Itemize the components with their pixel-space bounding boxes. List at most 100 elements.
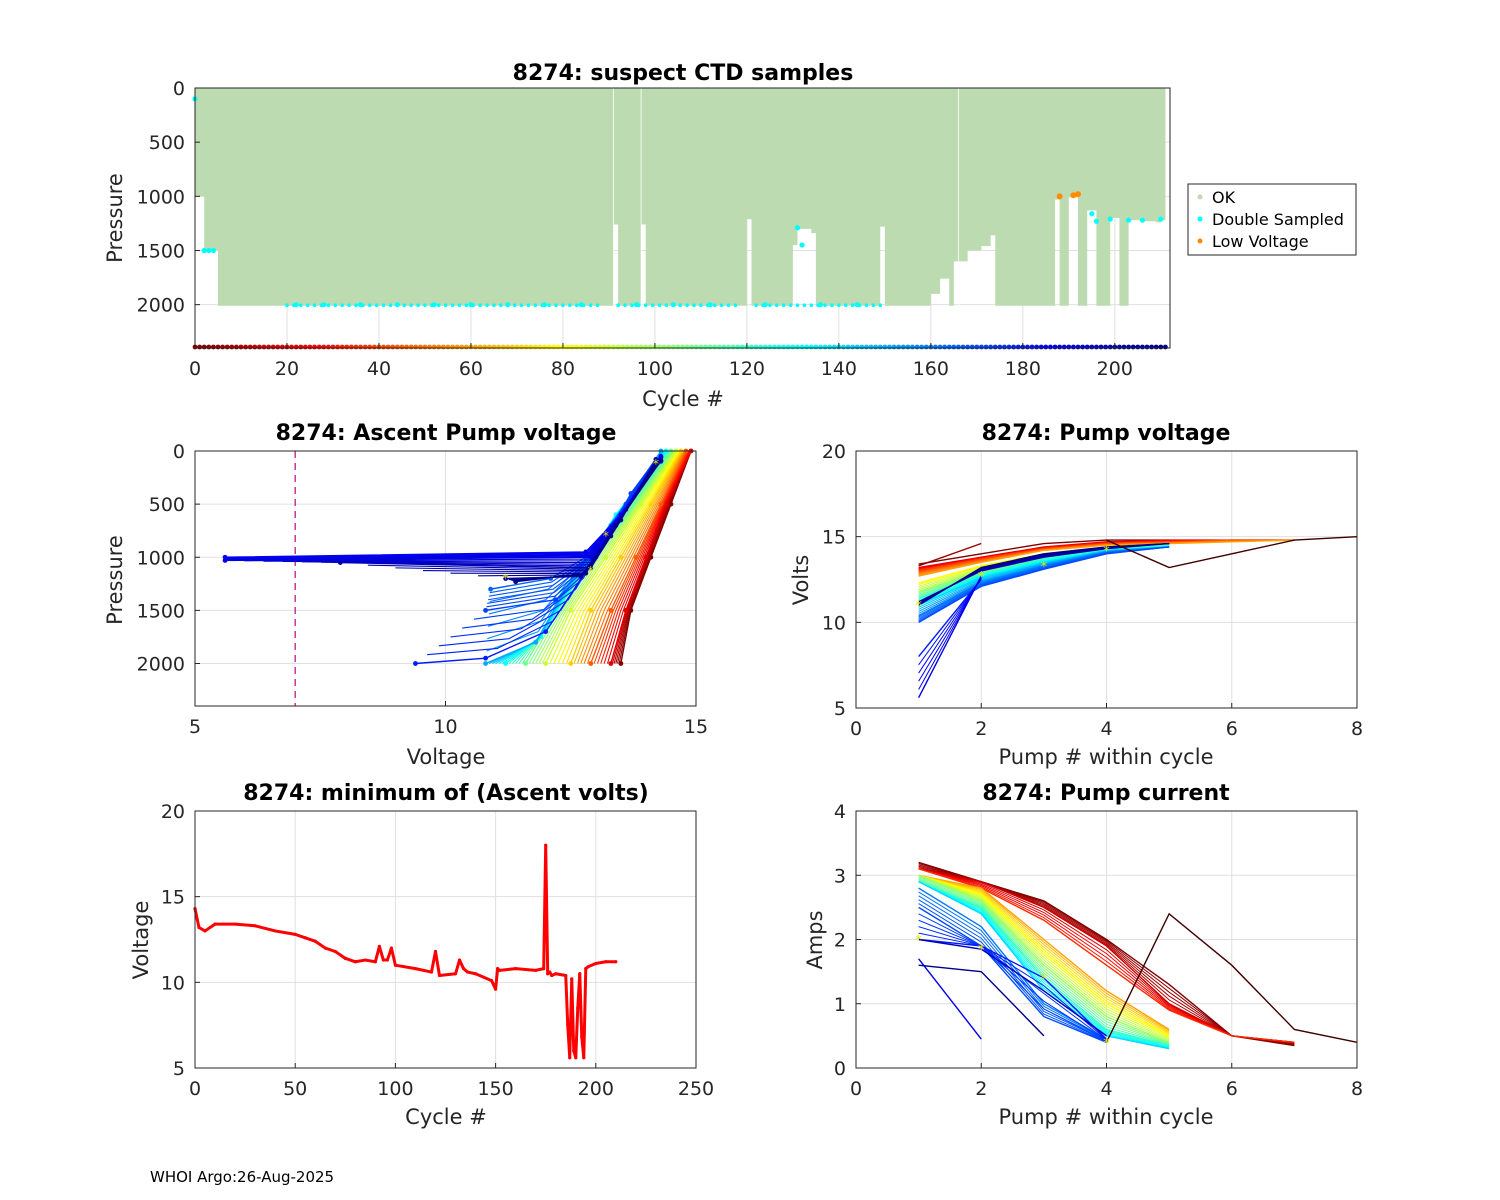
ctd-cycle-marker bbox=[1061, 344, 1067, 350]
ctd-double-sampled-point bbox=[533, 303, 538, 308]
ctd-double-sampled-point bbox=[423, 303, 427, 308]
ctd-cycle-marker bbox=[266, 344, 271, 350]
ctd-cycle-marker bbox=[749, 344, 754, 350]
ctd-axes-box bbox=[194, 87, 1171, 349]
ctd-cycle-marker bbox=[758, 344, 764, 350]
ctd-cycle-marker bbox=[293, 344, 299, 350]
ctd-double-sampled-point bbox=[843, 303, 848, 308]
ctd-cycle-marker bbox=[1094, 344, 1099, 350]
ctd-cycle-marker bbox=[983, 344, 989, 350]
pumpv-y-tick-label: 20 bbox=[822, 441, 846, 463]
ctd-double-sampled-point bbox=[643, 303, 648, 308]
ascent-sample-point bbox=[488, 586, 493, 592]
ctd-cycle-marker bbox=[965, 344, 971, 350]
minv-data-point bbox=[213, 922, 217, 926]
ctd-legend: OK Double Sampled Low Voltage bbox=[1187, 183, 1357, 256]
panel-min-voltage: 0 50 100 150 200 250 5 10 15 20 8274: minimum of … bbox=[129, 781, 714, 1129]
minv-data-point bbox=[233, 922, 237, 926]
ctd-x-tick-label: 40 bbox=[367, 358, 391, 380]
minv-data-point bbox=[574, 1056, 578, 1060]
ascent-x-label: Voltage bbox=[407, 745, 486, 769]
ctd-cycle-marker bbox=[703, 344, 708, 350]
ctd-double-sampled-point bbox=[457, 303, 462, 308]
ctd-cycle-marker bbox=[1066, 344, 1072, 350]
ctd-double-sampled-point bbox=[436, 303, 441, 308]
minv-data-point bbox=[393, 963, 397, 967]
ctd-cycle-marker bbox=[813, 344, 819, 350]
ctd-double-sampled-point bbox=[430, 303, 434, 308]
ctd-double-sampled-point bbox=[361, 303, 365, 308]
ascent-sample-point bbox=[583, 570, 589, 576]
ctd-cycle-marker bbox=[316, 344, 322, 350]
ctd-double-sampled-point bbox=[354, 303, 358, 308]
ctd-double-sampled-point bbox=[319, 303, 324, 308]
ctd-cycle-marker bbox=[371, 344, 377, 350]
ctd-cycle-marker bbox=[583, 344, 589, 350]
ctd-cycle-marker bbox=[197, 344, 202, 350]
ctd-cycle-marker bbox=[1029, 344, 1035, 350]
ascent-y-label: Pressure bbox=[103, 535, 127, 625]
ctd-double-sampled-point bbox=[768, 303, 772, 308]
ctd-cycle-marker bbox=[988, 344, 994, 350]
ctd-cycle-marker bbox=[362, 344, 368, 350]
minv-data-point bbox=[572, 1049, 576, 1053]
minv-data-point bbox=[570, 977, 574, 981]
ctd-cycle-marker bbox=[206, 344, 212, 350]
ctd-double-sampled-point bbox=[830, 303, 834, 308]
ctd-cycle-marker bbox=[486, 344, 492, 350]
ctd-cycle-marker bbox=[845, 344, 851, 350]
pumpv-series-line bbox=[918, 539, 1170, 565]
minv-data-point bbox=[465, 970, 470, 974]
ctd-x-tick-label: 160 bbox=[913, 358, 949, 380]
pumpv-title: 8274: Pump voltage bbox=[982, 421, 1231, 446]
ctd-double-sampled-point bbox=[292, 303, 296, 308]
ctd-double-sampled-point bbox=[285, 303, 289, 308]
ctd-cycle-marker bbox=[808, 344, 814, 350]
pumpv-star-marker: * bbox=[978, 570, 985, 585]
ctd-double-sampled-point bbox=[568, 303, 572, 308]
ctd-cycle-marker bbox=[854, 344, 860, 350]
ctd-cycle-marker bbox=[818, 344, 823, 350]
ctd-double-sampled-point bbox=[388, 303, 393, 308]
ctd-cycle-marker bbox=[859, 344, 865, 350]
ctd-cycle-marker bbox=[937, 344, 943, 350]
legend-ok-marker bbox=[1197, 194, 1203, 200]
ascent-sample-point bbox=[543, 661, 549, 666]
ctd-double-sampled-point bbox=[795, 303, 800, 308]
ctd-double-sampled-point bbox=[837, 303, 841, 308]
ctd-cycle-marker bbox=[1006, 344, 1012, 350]
ascent-profile-line bbox=[561, 450, 680, 664]
ascent-sample-point bbox=[658, 458, 664, 463]
minv-y-label: Voltage bbox=[129, 901, 153, 980]
minv-data-point bbox=[544, 843, 548, 847]
ctd-cycle-marker bbox=[445, 344, 451, 350]
ctd-cycle-marker bbox=[1163, 344, 1168, 350]
pumpv-series-line bbox=[1106, 535, 1358, 569]
ctd-cycle-marker bbox=[781, 344, 787, 350]
ascent-sample-point bbox=[588, 661, 594, 666]
ctd-low-voltage-point bbox=[1075, 191, 1082, 198]
pumpc-series-line bbox=[918, 876, 1170, 1044]
ctd-cycle-marker bbox=[960, 344, 966, 350]
ctd-cycle-marker bbox=[1126, 344, 1132, 350]
ctd-cycle-marker bbox=[408, 344, 414, 350]
pumpc-x-label: Pump # within cycle bbox=[999, 1105, 1214, 1129]
ctd-double-sampled-point bbox=[712, 303, 717, 308]
ctd-cycle-marker bbox=[979, 344, 984, 350]
ctd-double-sampled-point bbox=[443, 303, 448, 308]
ctd-cycle-marker bbox=[712, 344, 718, 350]
ctd-y-tick-label: 2000 bbox=[137, 295, 185, 317]
pumpc-y-tick-label: 4 bbox=[834, 801, 846, 823]
ctd-double-sampled-point bbox=[754, 303, 758, 308]
ascent-profile-line bbox=[603, 450, 690, 664]
ascent-profile-line bbox=[535, 450, 674, 664]
ctd-cycle-marker bbox=[670, 344, 676, 350]
ctd-low-voltage-point bbox=[1056, 193, 1063, 200]
ctd-double-sampled-point bbox=[664, 303, 669, 308]
minv-series bbox=[193, 843, 618, 1060]
pumpc-x-tick-label: 0 bbox=[850, 1078, 862, 1100]
pumpc-y-tick-label: 2 bbox=[834, 930, 846, 952]
ctd-cycle-marker bbox=[210, 344, 216, 350]
ascent-profile-line bbox=[553, 450, 679, 664]
